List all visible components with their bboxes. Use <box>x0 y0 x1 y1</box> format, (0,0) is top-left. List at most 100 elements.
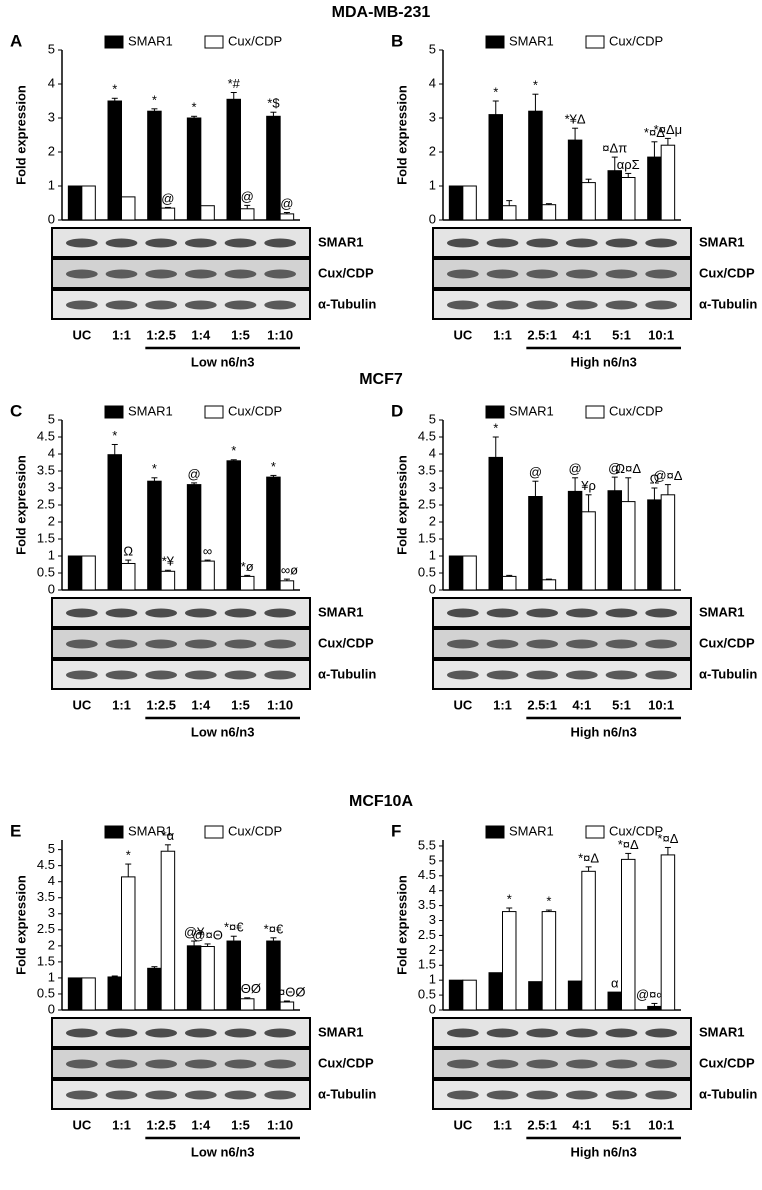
legend-swatch <box>104 825 124 839</box>
legend-label: SMAR1 <box>509 33 554 48</box>
blot-band <box>605 670 638 680</box>
bar <box>160 570 176 591</box>
x-tick-label: UC <box>72 1117 91 1132</box>
blot-band <box>645 670 678 680</box>
significance-label: @¥ <box>184 924 205 939</box>
y-tick-label: 4 <box>48 75 55 90</box>
blot-band <box>645 1059 678 1069</box>
blot-band <box>565 1059 598 1069</box>
legend-swatch <box>104 405 124 419</box>
y-tick-label: 1 <box>429 177 436 192</box>
significance-label: * <box>507 891 512 906</box>
blot-band <box>65 300 98 310</box>
legend-label: Cux/CDP <box>609 403 663 418</box>
blot-band <box>526 1028 559 1038</box>
blot-label: Cux/CDP <box>699 1055 755 1070</box>
y-tick-label: 2 <box>48 143 55 158</box>
blot-band <box>565 1028 598 1038</box>
legend-label: SMAR1 <box>509 823 554 838</box>
blot-label: α-Tubulin <box>318 1086 376 1101</box>
significance-label: Ω <box>650 471 660 486</box>
bar <box>200 205 215 221</box>
y-tick-label: 5 <box>48 41 55 56</box>
y-tick-label: 1 <box>429 972 436 987</box>
blot-band <box>145 238 178 248</box>
blot-band <box>486 1028 519 1038</box>
blot-band <box>105 639 138 649</box>
blot-band <box>486 670 519 680</box>
bar <box>279 580 295 591</box>
panel-label: D <box>391 401 403 420</box>
legend-swatch <box>204 35 224 49</box>
blot-band <box>645 1090 678 1100</box>
significance-label: ¤Δπ <box>602 141 627 156</box>
bar <box>226 98 242 221</box>
bar <box>541 911 557 1011</box>
significance-label: @ <box>187 466 200 481</box>
bar <box>279 1001 295 1011</box>
blot-band <box>184 1090 217 1100</box>
section-title: MDA-MB-231 <box>332 4 431 21</box>
significance-label: * <box>152 461 157 476</box>
x-tick-label: 2.5:1 <box>527 327 557 342</box>
blot-band <box>224 1059 257 1069</box>
blot-band <box>65 608 98 618</box>
blot-band <box>184 608 217 618</box>
legend-label: SMAR1 <box>128 823 173 838</box>
blot-band <box>446 300 479 310</box>
significance-label: *∞ø <box>276 563 298 578</box>
blot-label: SMAR1 <box>699 604 745 619</box>
blot-band <box>145 1028 178 1038</box>
bar <box>607 170 622 221</box>
blot-band <box>65 670 98 680</box>
blot-band <box>145 269 178 279</box>
blot-band <box>264 300 297 310</box>
section-title: MCF7 <box>359 371 403 388</box>
panel-label: F <box>391 821 401 840</box>
blot-band <box>446 670 479 680</box>
blot-band <box>65 1028 98 1038</box>
blot-band <box>565 238 598 248</box>
significance-label: Ω¤ΘØ <box>268 984 305 999</box>
blot-band <box>224 670 257 680</box>
blot-band <box>145 1090 178 1100</box>
y-tick-label: 2 <box>48 937 55 952</box>
y-tick-label: 4.5 <box>37 857 55 872</box>
bar <box>541 579 557 591</box>
bar <box>147 480 162 591</box>
blot-band <box>184 1059 217 1069</box>
y-tick-label: 5 <box>429 41 436 56</box>
y-tick-label: 0.5 <box>418 564 436 579</box>
y-axis-label: Fold expression <box>394 875 409 975</box>
blot-band <box>486 269 519 279</box>
blot-band <box>526 639 559 649</box>
blot-label: α-Tubulin <box>318 666 376 681</box>
blot-label: Cux/CDP <box>318 1055 374 1070</box>
y-tick-label: 2 <box>48 513 55 528</box>
y-tick-label: 4 <box>48 445 55 460</box>
x-tick-label: 1:1 <box>493 1117 512 1132</box>
blot-band <box>565 1090 598 1100</box>
bar <box>448 979 464 1011</box>
x-tick-label: 10:1 <box>648 1117 674 1132</box>
y-tick-label: 4 <box>429 445 436 460</box>
blot-band <box>105 670 138 680</box>
significance-label: *¤€ <box>264 921 284 936</box>
significance-label: ¥ρ <box>580 478 596 493</box>
bar <box>226 940 242 1011</box>
blot-band <box>145 300 178 310</box>
y-tick-label: 5 <box>48 411 55 426</box>
y-tick-label: 4 <box>48 873 55 888</box>
group-label: Low n6/n3 <box>191 724 255 739</box>
blot-band <box>486 300 519 310</box>
x-tick-label: 1:1 <box>112 327 131 342</box>
y-tick-label: 0 <box>48 1001 55 1016</box>
bar <box>660 494 676 591</box>
blot-label: SMAR1 <box>318 1024 364 1039</box>
significance-label: αρΣ <box>617 157 640 172</box>
significance-label: @ <box>241 189 254 204</box>
y-tick-label: 5 <box>48 841 55 856</box>
bar <box>121 562 136 591</box>
bar <box>647 499 662 591</box>
x-tick-label: 1:5 <box>231 327 250 342</box>
